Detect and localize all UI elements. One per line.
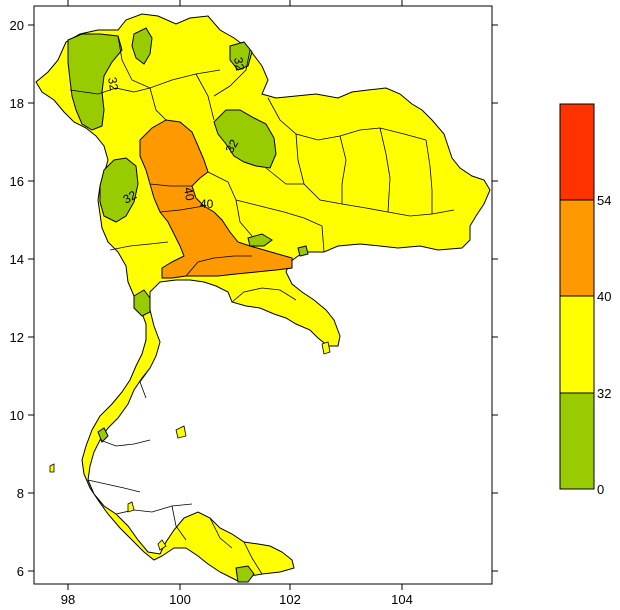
green-region-upper-center xyxy=(213,109,277,169)
legend-band-32-40 xyxy=(559,295,595,394)
green-region-center-small xyxy=(247,233,273,247)
y-tick-label: 20 xyxy=(10,18,24,33)
green-region-north-small xyxy=(131,27,153,65)
legend-label: 54 xyxy=(597,193,611,208)
green-region-northeast-small xyxy=(229,41,253,71)
green-region-northwest xyxy=(67,33,123,131)
green-region-east-small xyxy=(297,245,309,257)
green-region-peninsula-small xyxy=(97,427,109,443)
y-tick-label: 18 xyxy=(10,96,24,111)
x-tick-label: 100 xyxy=(169,592,191,607)
province-boundaries xyxy=(69,35,455,575)
band-40-54-regions xyxy=(139,119,293,279)
islands xyxy=(49,341,331,551)
x-tick-label: 98 xyxy=(61,592,75,607)
contour-label: 40 xyxy=(181,186,197,202)
y-tick-label: 8 xyxy=(17,486,24,501)
green-region-south-tip xyxy=(235,565,255,583)
x-tick-label: 104 xyxy=(391,592,413,607)
legend-label: 40 xyxy=(597,289,611,304)
y-tick-label: 10 xyxy=(10,408,24,423)
legend-label: 32 xyxy=(597,386,611,401)
legend-label: 0 xyxy=(597,482,604,497)
contour-labels: 32 32 32 40 40 32 xyxy=(105,56,247,211)
contour-label: 40 xyxy=(200,197,214,211)
legend-band-54-plus xyxy=(559,103,595,201)
contour-label: 32 xyxy=(222,137,241,156)
axis-ticks xyxy=(28,0,498,590)
legend: 54 40 32 0 xyxy=(559,103,611,497)
y-tick-label: 14 xyxy=(10,252,24,267)
contour-label: 32 xyxy=(231,56,247,72)
y-tick-label: 16 xyxy=(10,174,24,189)
x-tick-labels: 98 100 102 104 xyxy=(61,592,413,607)
green-region-southwest-small xyxy=(133,289,151,317)
y-tick-label: 6 xyxy=(17,564,24,579)
band-0-32-regions xyxy=(67,27,309,583)
orange-region-central xyxy=(139,119,293,279)
contour-label: 32 xyxy=(121,188,140,207)
legend-band-40-54 xyxy=(559,199,595,297)
y-tick-labels: 20 18 16 14 12 10 8 6 xyxy=(10,18,24,579)
y-tick-label: 12 xyxy=(10,330,24,345)
x-tick-label: 102 xyxy=(279,592,301,607)
legend-band-0-32 xyxy=(559,392,595,490)
contour-label: 32 xyxy=(105,76,121,92)
green-region-west xyxy=(99,157,139,223)
